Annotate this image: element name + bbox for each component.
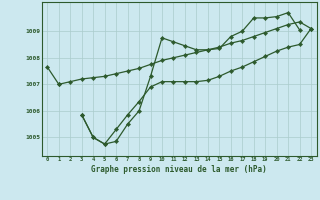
X-axis label: Graphe pression niveau de la mer (hPa): Graphe pression niveau de la mer (hPa) [91, 165, 267, 174]
